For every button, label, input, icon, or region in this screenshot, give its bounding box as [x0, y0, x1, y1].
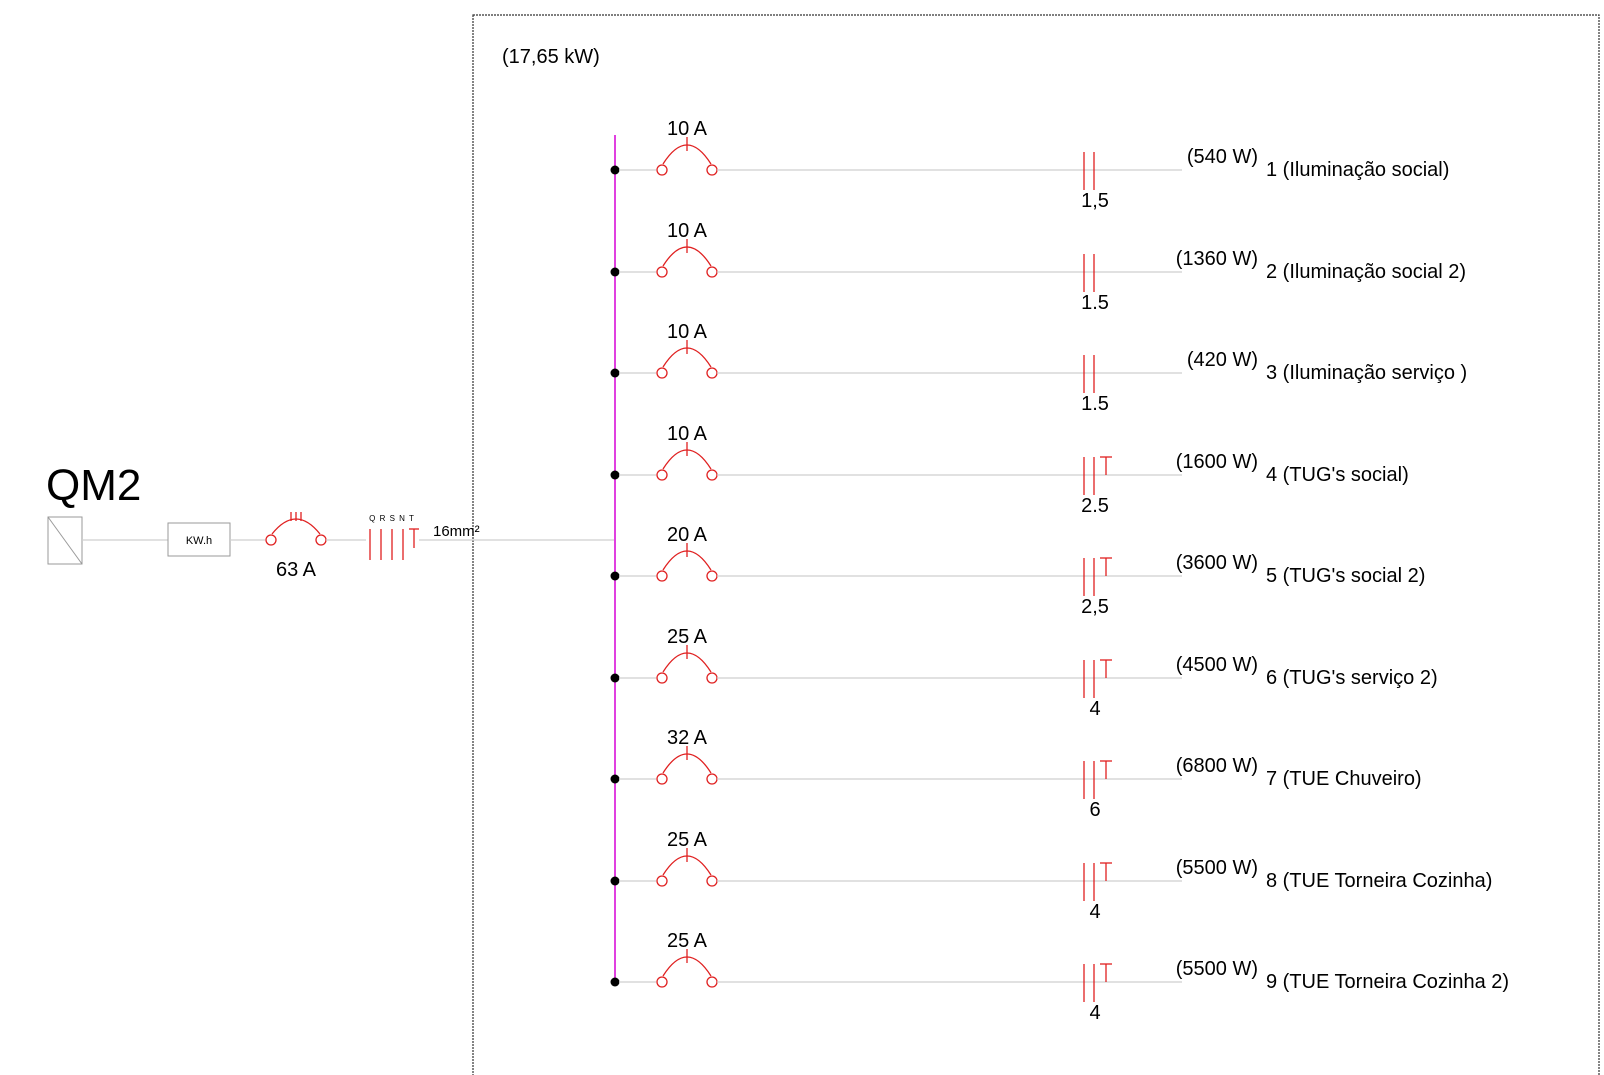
bus-junction-dot	[610, 165, 620, 175]
circuit-breaker-rating: 10 A	[667, 321, 708, 343]
circuit-label: 5 (TUG's social 2)	[1266, 565, 1425, 587]
circuit-breaker-symbol	[656, 137, 718, 176]
circuit-breaker-rating: 25 A	[667, 829, 708, 851]
circuit-power: (420 W)	[1187, 349, 1258, 371]
circuit-cable-section: 1.5	[1081, 393, 1109, 415]
circuit-breaker-symbol	[656, 442, 718, 481]
bus-junction-dot	[610, 977, 620, 987]
circuit-power: (4500 W)	[1176, 654, 1258, 676]
circuit-breaker-rating: 25 A	[667, 930, 708, 952]
meter-label: KW.h	[186, 535, 212, 547]
circuit-cable-section: 2.5	[1081, 495, 1109, 517]
circuit-breaker-rating: 10 A	[667, 118, 708, 140]
circuit-conductors	[1083, 760, 1112, 799]
circuit-breaker-rating: 20 A	[667, 524, 708, 546]
circuit-cable-section: 1.5	[1081, 292, 1109, 314]
main-cable-section: 16mm²	[433, 523, 480, 540]
circuit-breaker-symbol	[656, 543, 718, 582]
circuit-label: 1 (Iluminação social)	[1266, 159, 1449, 181]
circuit-label: 2 (Iluminação social 2)	[1266, 261, 1466, 283]
circuit-row: 20 A 2,5 (3600 W) 5 (TUG's social 2)	[610, 524, 1425, 618]
circuit-conductors	[1083, 456, 1112, 495]
supply-symbol	[47, 516, 83, 565]
bus-junction-dot	[610, 774, 620, 784]
circuit-row: 25 A 4 (5500 W) 8 (TUE Torneira Cozinha)	[610, 829, 1492, 923]
circuit-label: 6 (TUG's serviço 2)	[1266, 667, 1438, 689]
circuit-breaker-rating: 32 A	[667, 727, 708, 749]
circuit-row: 32 A 6 (6800 W) 7 (TUE Chuveiro)	[610, 727, 1422, 821]
circuit-power: (3600 W)	[1176, 552, 1258, 574]
circuit-row: 10 A 1,5 (540 W) 1 (Iluminação social)	[610, 118, 1449, 212]
circuit-cable-section: 4	[1089, 698, 1100, 720]
circuit-label: 3 (Iluminação serviço )	[1266, 362, 1467, 384]
circuit-power: (540 W)	[1187, 146, 1258, 168]
circuit-row: 10 A 2.5 (1600 W) 4 (TUG's social)	[610, 423, 1409, 517]
circuit-cable-section: 2,5	[1081, 596, 1109, 618]
circuit-conductors	[1083, 963, 1112, 1002]
circuit-cable-section: 4	[1089, 901, 1100, 923]
circuit-row: 25 A 4 (5500 W) 9 (TUE Torneira Cozinha 2)	[610, 930, 1509, 1024]
bus-junction-dot	[610, 470, 620, 480]
circuit-power: (5500 W)	[1176, 857, 1258, 879]
circuit-row: 25 A 4 (4500 W) 6 (TUG's serviço 2)	[610, 626, 1438, 720]
circuit-row: 10 A 1.5 (420 W) 3 (Iluminação serviço )	[610, 321, 1467, 415]
circuit-cable-section: 4	[1089, 1002, 1100, 1024]
main-cable-conductors	[369, 528, 419, 560]
circuit-label: 4 (TUG's social)	[1266, 464, 1409, 486]
circuit-power: (1360 W)	[1176, 248, 1258, 270]
circuit-label: 9 (TUE Torneira Cozinha 2)	[1266, 971, 1509, 993]
circuit-breaker-rating: 25 A	[667, 626, 708, 648]
circuit-conductors	[1083, 254, 1095, 292]
circuit-cable-section: 6	[1089, 799, 1100, 821]
main-breaker-symbol	[265, 512, 327, 546]
circuit-breaker-symbol	[656, 340, 718, 379]
main-cable-phases: Q R S N T	[369, 514, 415, 523]
circuit-conductors	[1083, 557, 1112, 596]
circuit-conductors	[1083, 355, 1095, 393]
circuit-conductors	[1083, 659, 1112, 698]
panel-total-power: (17,65 kW)	[502, 46, 600, 68]
circuit-cable-section: 1,5	[1081, 190, 1109, 212]
bus-junction-dot	[610, 571, 620, 581]
circuit-breaker-rating: 10 A	[667, 423, 708, 445]
panel-frame	[472, 14, 1600, 1075]
circuit-breaker-symbol	[656, 949, 718, 988]
circuit-list: 10 A1,5(540 W)1 (Iluminação social)10 A1…	[610, 118, 1509, 1024]
main-breaker-rating: 63 A	[276, 559, 317, 581]
circuit-label: 7 (TUE Chuveiro)	[1266, 768, 1422, 790]
panel-name: QM2	[46, 461, 141, 510]
circuit-label: 8 (TUE Torneira Cozinha)	[1266, 870, 1492, 892]
circuit-breaker-symbol	[656, 746, 718, 785]
circuit-breaker-symbol	[656, 848, 718, 887]
circuit-power: (5500 W)	[1176, 958, 1258, 980]
circuit-breaker-symbol	[656, 239, 718, 278]
energy-meter: KW.h	[167, 522, 231, 557]
bus-junction-dot	[610, 267, 620, 277]
bus-junction-dot	[610, 368, 620, 378]
circuit-power: (6800 W)	[1176, 755, 1258, 777]
circuit-conductors	[1083, 152, 1095, 190]
circuit-breaker-symbol	[656, 645, 718, 684]
circuit-conductors	[1083, 862, 1112, 901]
circuit-power: (1600 W)	[1176, 451, 1258, 473]
bus-junction-dot	[610, 673, 620, 683]
circuit-breaker-rating: 10 A	[667, 220, 708, 242]
circuit-row: 10 A 1.5 (1360 W) 2 (Iluminação social 2)	[610, 220, 1466, 314]
bus-junction-dot	[610, 876, 620, 886]
